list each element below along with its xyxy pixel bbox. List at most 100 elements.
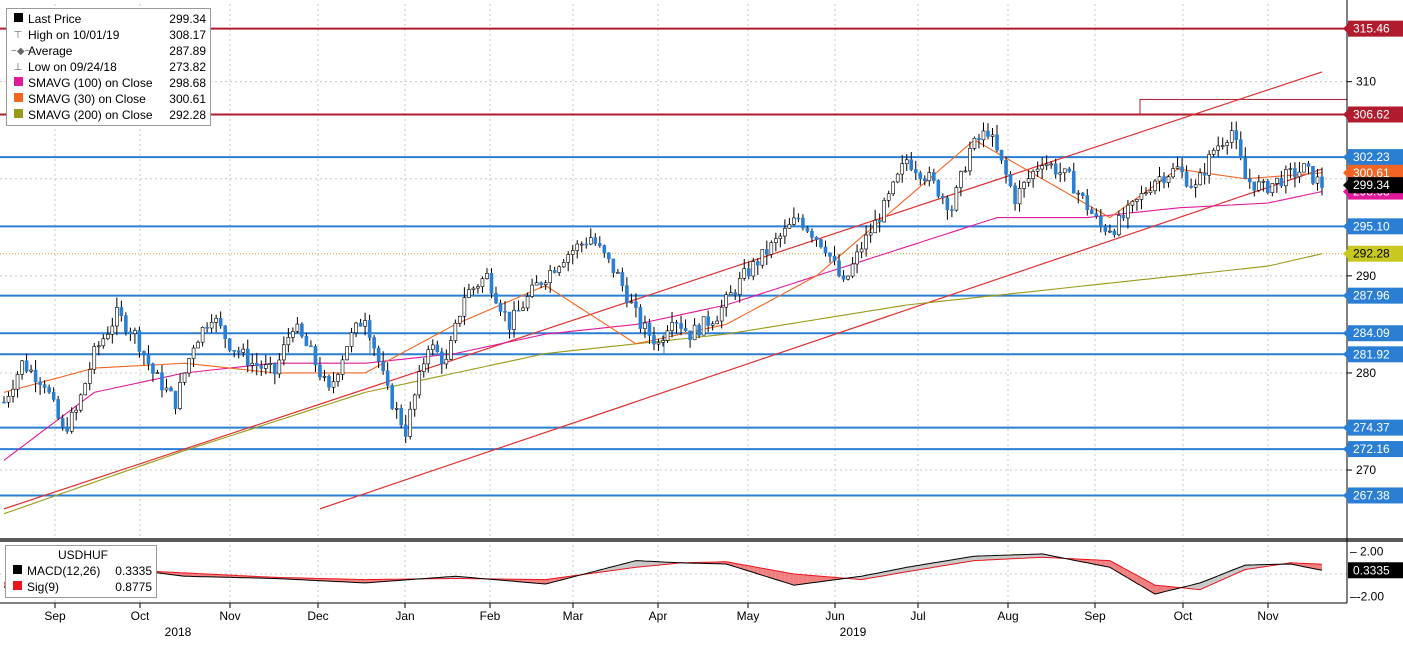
high-marker-icon: ⊤ — [11, 30, 25, 41]
candle-body — [111, 326, 114, 334]
macd-legend-value: 0.3335 — [108, 564, 152, 578]
candle-body — [246, 349, 249, 365]
legend-value: 287.89 — [162, 44, 206, 58]
month-label-Feb: Feb — [480, 609, 501, 623]
candle-body — [589, 238, 592, 244]
candle-body — [1181, 167, 1184, 172]
candle-body — [481, 279, 484, 287]
candle-body — [526, 296, 529, 307]
candle-body — [179, 382, 182, 408]
candle-body — [1135, 199, 1138, 201]
candle-body — [801, 218, 804, 228]
candle-body — [156, 373, 159, 374]
candle-body — [300, 324, 303, 336]
candle-body — [531, 285, 534, 296]
candle-body — [431, 345, 434, 350]
candle-body — [1153, 181, 1156, 191]
candle-body — [1230, 131, 1233, 143]
candle-body — [364, 320, 367, 326]
candle-body — [883, 200, 886, 222]
y-tick-label-290: 290 — [1356, 269, 1376, 283]
macd-fill — [812, 576, 817, 583]
candle-body — [765, 249, 768, 254]
candle-body — [946, 198, 949, 210]
candle-body — [779, 236, 782, 239]
candle-body — [910, 160, 913, 170]
candle-body — [991, 135, 994, 137]
level-badge-284.09-label: 284.09 — [1353, 326, 1390, 340]
candle-body — [833, 256, 836, 261]
candle-body — [1140, 193, 1143, 199]
legend-value: 299.34 — [162, 12, 206, 26]
month-label-Oct: Oct — [131, 609, 150, 623]
candle-body — [445, 359, 448, 364]
candle-body — [1077, 193, 1080, 194]
candle-body — [454, 323, 457, 340]
candle-body — [287, 337, 290, 344]
candle-body — [1316, 177, 1319, 183]
candle-body — [662, 340, 665, 342]
candle-body — [413, 395, 416, 409]
candle-body — [88, 369, 91, 383]
macd-fill — [636, 561, 641, 568]
candle-body — [192, 348, 195, 359]
y-tick-label-270: 270 — [1356, 463, 1376, 477]
candle-body — [386, 371, 389, 386]
candle-body — [409, 409, 412, 436]
candle-body — [856, 252, 859, 264]
candle-body — [422, 364, 425, 372]
candle-body — [282, 345, 285, 360]
candle-body — [215, 318, 218, 322]
average-marker-icon: −◆− — [11, 46, 25, 57]
candle-body — [1194, 185, 1197, 188]
candle-body — [296, 324, 299, 331]
candle-body — [643, 323, 646, 329]
y-tick-label-280: 280 — [1356, 366, 1376, 380]
legend-label: SMAVG (30) on Close — [28, 92, 162, 106]
macd-fill — [807, 575, 812, 583]
level-badge-281.92-label: 281.92 — [1353, 347, 1390, 361]
candle-body — [788, 224, 791, 228]
candle-body — [783, 228, 786, 236]
candle-body — [1014, 186, 1017, 204]
candle-body — [427, 350, 430, 364]
candle-body — [278, 360, 281, 374]
candle-body — [382, 361, 385, 370]
candle-body — [743, 269, 746, 279]
candle-body — [12, 389, 15, 396]
candle-body — [928, 173, 931, 181]
sma30-swatch-icon — [11, 93, 25, 105]
candle-body — [639, 307, 642, 328]
candle-body — [237, 351, 240, 353]
legend-value: 273.82 — [162, 60, 206, 74]
candle-body — [183, 373, 186, 382]
candle-body — [165, 388, 168, 390]
candle-body — [508, 312, 511, 330]
candle-body — [603, 246, 606, 253]
candle-body — [968, 148, 971, 170]
macd-fill — [803, 575, 808, 584]
candle-body — [770, 243, 773, 255]
macd-fill — [798, 574, 803, 584]
legend-value: 292.28 — [162, 108, 206, 122]
candle-body — [716, 321, 719, 324]
month-label-May: May — [737, 609, 760, 623]
candle-body — [332, 382, 335, 388]
legend-label: Last Price — [28, 12, 162, 26]
candle-body — [1122, 215, 1125, 218]
candle-body — [490, 273, 493, 293]
candle-body — [982, 131, 985, 140]
candle-body — [1239, 140, 1242, 158]
legend-label: Low on 09/24/18 — [28, 60, 162, 74]
candle-body — [1185, 172, 1188, 186]
candle-body — [1289, 169, 1292, 170]
candle-body — [747, 269, 750, 276]
candle-body — [174, 391, 177, 408]
candle-body — [93, 346, 96, 369]
macd-legend-label: Sig(9) — [27, 580, 108, 594]
candle-body — [549, 270, 552, 282]
candle-body — [657, 342, 660, 344]
candle-body — [138, 330, 141, 351]
